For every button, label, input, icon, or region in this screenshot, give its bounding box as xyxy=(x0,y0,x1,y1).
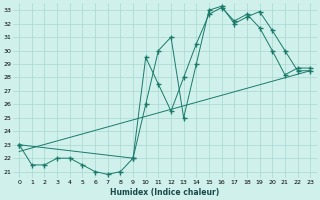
X-axis label: Humidex (Indice chaleur): Humidex (Indice chaleur) xyxy=(110,188,219,197)
